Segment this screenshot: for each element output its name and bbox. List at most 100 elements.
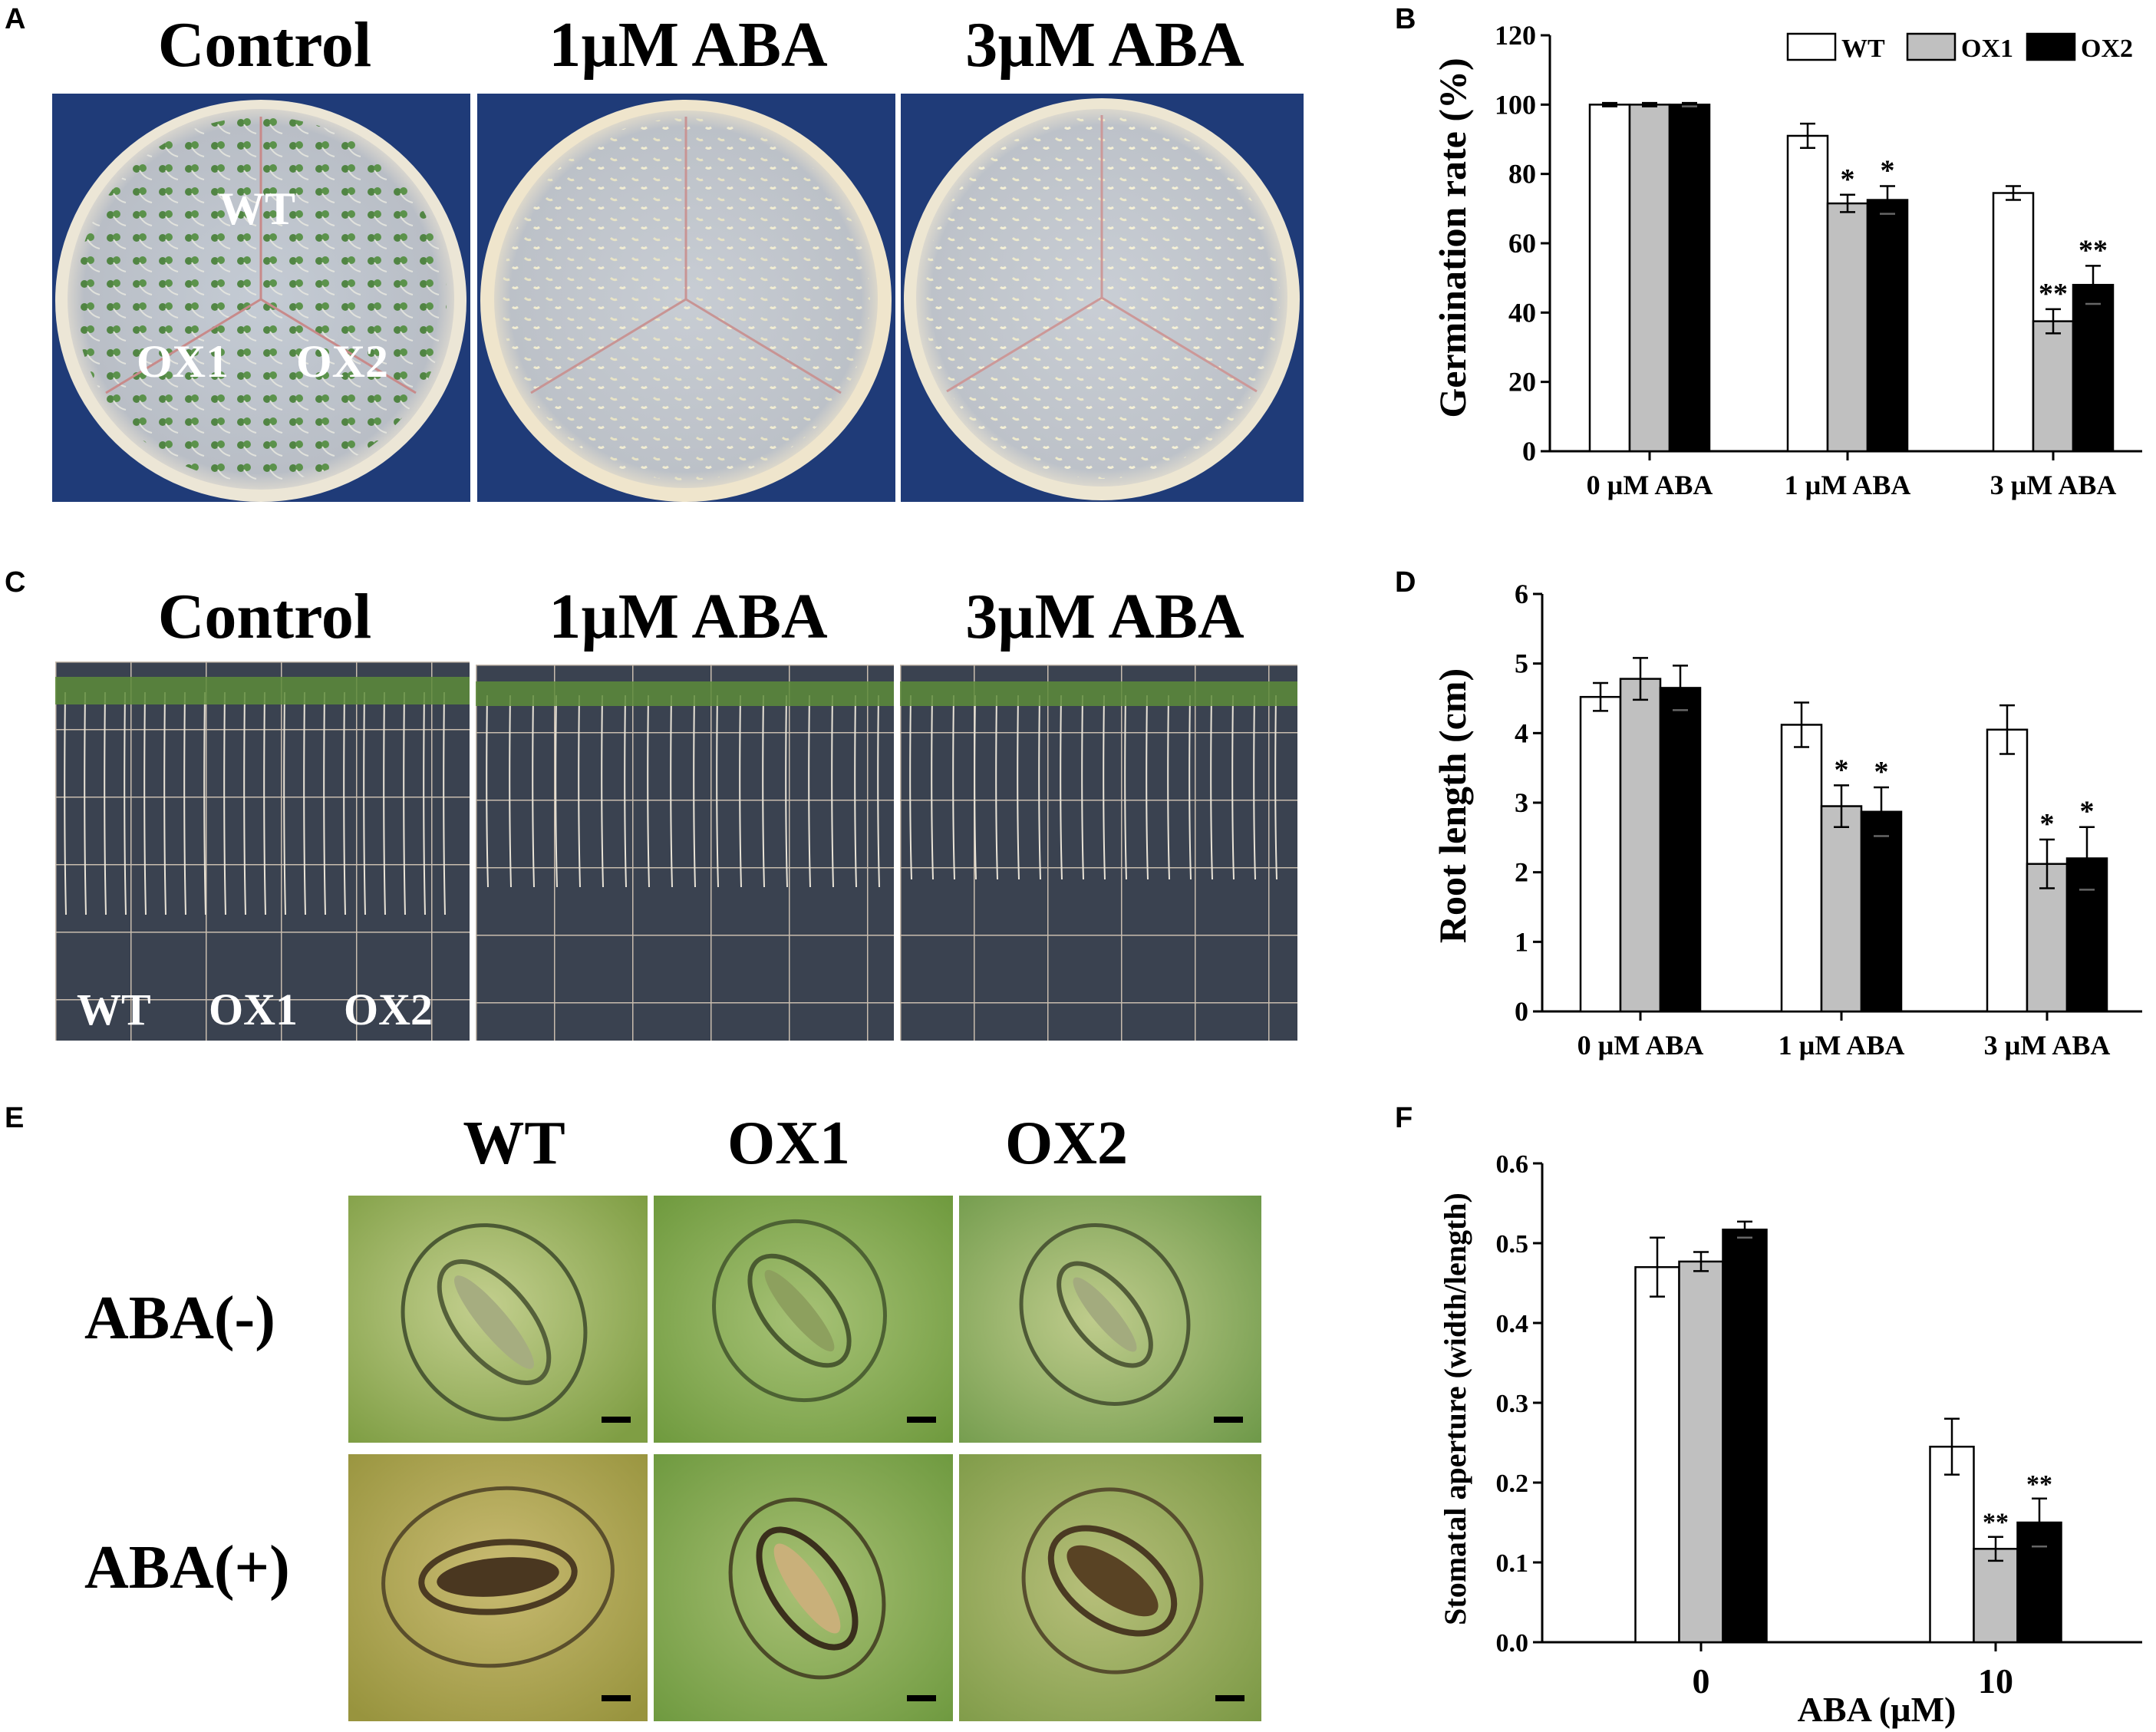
chart-d-category-label: 0 µM ABA (1577, 1030, 1704, 1061)
panel-c-title-3um: 3µM ABA (965, 581, 1244, 652)
chart-b-significance-mark: * (1841, 163, 1855, 196)
chart-b-ylabel: Germination rate (%) (1431, 58, 1474, 417)
chart-d-bar-ox2 (1860, 810, 1903, 1013)
stomata-photo-ox2-minus (959, 1196, 1261, 1443)
overlay-ox2-c: OX2 (344, 985, 433, 1034)
chart-f-ytick-label: 0.2 (1496, 1470, 1529, 1498)
chart-d-ytick-label: 6 (1515, 579, 1528, 609)
chart-d-ytick-label: 3 (1515, 787, 1528, 818)
panel-c-title-1um: 1µM ABA (549, 581, 828, 652)
overlay-ox2-a: OX2 (296, 336, 388, 387)
chart-b-significance-mark: * (1881, 154, 1895, 186)
panel-a-title-control: Control (157, 9, 372, 81)
chart-d-ytick-label: 5 (1515, 648, 1528, 679)
chart-b-germination: Germination rate (%) 0 20 40 60 80 100 120 0 µM… (1431, 20, 2142, 500)
overlay-ox1-a: OX1 (137, 336, 229, 387)
root-plate-photo-3um (900, 665, 1297, 1041)
stomata-photo-wt-plus (348, 1454, 648, 1721)
chart-d-significance-mark: * (2040, 808, 2055, 840)
chart-d-bar-wt (1579, 695, 1622, 1013)
panel-label-c: C (5, 566, 26, 599)
chart-b-legend-label-ox2: OX2 (2081, 35, 2133, 63)
chart-b-ytick-label: 100 (1495, 89, 1536, 120)
chart-b-legend-label-wt: WT (1841, 35, 1885, 63)
panel-label-f: F (1395, 1102, 1413, 1134)
chart-d-ytick-label: 1 (1515, 926, 1528, 957)
chart-d-category-label: 1 µM ABA (1779, 1030, 1905, 1061)
chart-f-bar-ox1 (1678, 1260, 1724, 1644)
chart-d-bar-ox1 (1820, 805, 1863, 1013)
panel-e-col-wt: WT (463, 1110, 565, 1177)
chart-d-ytick-label: 4 (1515, 718, 1528, 748)
chart-d-ytick-label: 2 (1515, 857, 1528, 888)
chart-b-bar-wt (1588, 104, 1631, 453)
chart-f-significance-mark: ** (1983, 1509, 2009, 1537)
overlay-wt-a: WT (219, 183, 296, 234)
root-plate-photo-control (55, 661, 470, 1041)
chart-b-bar-wt (1992, 192, 2035, 453)
chart-d-root-length: Root length (cm) 0 1 2 3 4 5 6 0 µM ABA 1 µM ABA… (1431, 579, 2142, 1061)
chart-f-ytick-label: 0.4 (1496, 1310, 1529, 1338)
chart-f-stomatal-aperture: Stomatal aperture (width/length) ABA (µM… (1438, 1150, 2142, 1729)
chart-b-ytick-label: 60 (1508, 228, 1536, 259)
panel-e-row-aba-minus: ABA(-) (84, 1285, 275, 1352)
chart-f-bar-wt (1634, 1265, 1680, 1644)
chart-f-ytick-label: 0.1 (1496, 1549, 1529, 1578)
panel-label-e: E (5, 1102, 25, 1134)
chart-f-ylabel: Stomatal aperture (width/length) (1438, 1193, 1472, 1625)
petri-dish-photo-3um (901, 94, 1304, 502)
chart-f-ytick-label: 0.0 (1496, 1629, 1529, 1658)
chart-b-significance-mark: ** (2079, 234, 2108, 266)
chart-d-significance-mark: * (2080, 796, 2095, 828)
chart-b-bar-ox1 (1628, 104, 1671, 453)
chart-f-ytick-label: 0.3 (1496, 1390, 1529, 1418)
chart-b-bar-ox2 (1668, 104, 1711, 453)
panel-a-title-1um: 1µM ABA (549, 9, 828, 81)
chart-d-significance-mark: * (1874, 756, 1889, 788)
panel-e-col-ox1: OX1 (727, 1110, 850, 1177)
chart-b-yaxis-title: Germination rate (%) (1431, 58, 1474, 417)
chart-f-ytick-label: 0.5 (1496, 1230, 1529, 1259)
panel-e-col-ox2: OX2 (1005, 1110, 1128, 1177)
chart-b-legend-swatch-ox2 (2026, 32, 2076, 61)
stomata-photo-ox1-plus (654, 1454, 953, 1721)
chart-d-ytick-label: 0 (1515, 996, 1528, 1027)
petri-dish-photo-control (52, 94, 470, 502)
chart-f-xlabel: ABA (µM) (1798, 1690, 1957, 1729)
panel-label-a: A (5, 3, 26, 35)
chart-d-bar-ox2 (1659, 687, 1702, 1013)
stomata-photo-ox1-minus (654, 1196, 953, 1443)
overlay-wt-c: WT (77, 985, 151, 1034)
chart-f-bar-wt (1929, 1445, 1975, 1644)
chart-b-bar-ox1 (1826, 202, 1869, 453)
panel-label-d: D (1395, 566, 1416, 599)
chart-b-category-label: 3 µM ABA (1990, 470, 2117, 500)
chart-b-bar-ox2 (2072, 283, 2115, 453)
panel-a-title-3um: 3µM ABA (965, 9, 1244, 81)
petri-dish-photo-1um (477, 94, 895, 502)
overlay-ox1-c: OX1 (209, 985, 298, 1034)
chart-d-bar-ox2 (2065, 857, 2108, 1013)
panel-e-row-aba-plus: ABA(+) (84, 1534, 290, 1602)
chart-b-significance-mark: ** (2039, 278, 2068, 310)
chart-d-category-label: 3 µM ABA (1984, 1030, 2111, 1061)
chart-b-ytick-label: 120 (1495, 20, 1536, 51)
chart-f-yaxis-title: Stomatal aperture (width/length) (1438, 1193, 1472, 1625)
panel-c-title-control: Control (157, 581, 372, 652)
chart-b-ytick-label: 80 (1508, 159, 1536, 190)
chart-f-category-label: 0 (1693, 1661, 1710, 1701)
chart-b-ytick-label: 20 (1508, 367, 1536, 398)
chart-f-significance-mark: ** (2026, 1470, 2052, 1499)
chart-b-category-label: 1 µM ABA (1785, 470, 1911, 500)
chart-f-bar-ox2 (1722, 1229, 1768, 1644)
chart-f-ytick-label: 0.6 (1496, 1150, 1529, 1179)
chart-b-legend-label-ox1: OX1 (1961, 35, 2013, 63)
stomata-photo-wt-minus (348, 1196, 648, 1443)
chart-d-ylabel: Root length (cm) (1431, 668, 1474, 943)
chart-f-bar-ox1 (1973, 1548, 2019, 1644)
chart-b-bar-ox2 (1866, 199, 1909, 453)
chart-b-legend-swatch-ox1 (1906, 32, 1957, 61)
stomata-photo-ox2-plus (959, 1454, 1261, 1721)
chart-b-ytick-label: 40 (1508, 297, 1536, 328)
chart-d-bar-ox1 (1619, 678, 1662, 1013)
